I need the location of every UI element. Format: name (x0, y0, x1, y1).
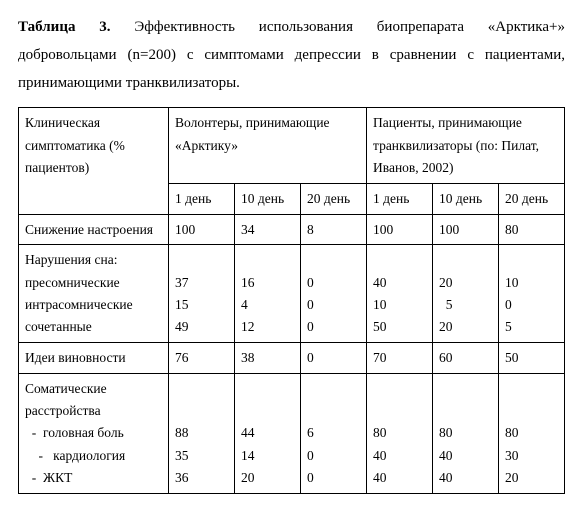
efficacy-table: Клиническая симптоматика (% пациентов) В… (18, 107, 565, 494)
header-d1b: 1 день (367, 184, 433, 215)
guilt-a1: 76 (169, 343, 235, 374)
row-mood: Снижение настроения 100 34 8 100 100 80 (19, 214, 565, 245)
mood-label: Снижение настроения (19, 214, 169, 245)
row-somatic: Соматические расстройства - головная бол… (19, 373, 565, 493)
somatic-a20: 6 0 0 (301, 373, 367, 493)
header-d20b: 20 день (499, 184, 565, 215)
sleep-a10: 16 4 12 (235, 245, 301, 343)
somatic-b10: 80 40 40 (433, 373, 499, 493)
sleep-a20: 0 0 0 (301, 245, 367, 343)
header-d10b: 10 день (433, 184, 499, 215)
somatic-label: Соматические расстройства - головная бол… (19, 373, 169, 493)
table-caption: Таблица 3. Эффективность использования б… (18, 14, 565, 97)
mood-a20: 8 (301, 214, 367, 245)
sleep-b20: 10 0 5 (499, 245, 565, 343)
somatic-b20: 80 30 20 (499, 373, 565, 493)
mood-a10: 34 (235, 214, 301, 245)
guilt-a10: 38 (235, 343, 301, 374)
header-d20a: 20 день (301, 184, 367, 215)
somatic-b1: 80 40 40 (367, 373, 433, 493)
guilt-b20: 50 (499, 343, 565, 374)
somatic-a10: 44 14 20 (235, 373, 301, 493)
guilt-label: Идеи виновности (19, 343, 169, 374)
sleep-b10: 20 5 20 (433, 245, 499, 343)
header-group-a: Волонтеры, принимающие «Арктику» (169, 108, 367, 184)
header-rowlabel: Клиническая симптоматика (% пациентов) (19, 108, 169, 214)
row-guilt: Идеи виновности 76 38 0 70 60 50 (19, 343, 565, 374)
sleep-a1: 37 15 49 (169, 245, 235, 343)
guilt-b1: 70 (367, 343, 433, 374)
header-group-b: Пациенты, принимающие транквилизаторы (п… (367, 108, 565, 184)
sleep-label: Нарушения сна: пресомнические интрасомни… (19, 245, 169, 343)
caption-label: Таблица 3. (18, 19, 111, 35)
mood-b10: 100 (433, 214, 499, 245)
mood-b1: 100 (367, 214, 433, 245)
row-sleep: Нарушения сна: пресомнические интрасомни… (19, 245, 565, 343)
header-row-1: Клиническая симптоматика (% пациентов) В… (19, 108, 565, 184)
guilt-a20: 0 (301, 343, 367, 374)
header-d1a: 1 день (169, 184, 235, 215)
guilt-b10: 60 (433, 343, 499, 374)
somatic-a1: 88 35 36 (169, 373, 235, 493)
sleep-b1: 40 10 50 (367, 245, 433, 343)
mood-a1: 100 (169, 214, 235, 245)
header-d10a: 10 день (235, 184, 301, 215)
mood-b20: 80 (499, 214, 565, 245)
